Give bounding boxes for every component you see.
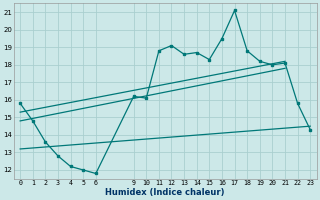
X-axis label: Humidex (Indice chaleur): Humidex (Indice chaleur) [106,188,225,197]
